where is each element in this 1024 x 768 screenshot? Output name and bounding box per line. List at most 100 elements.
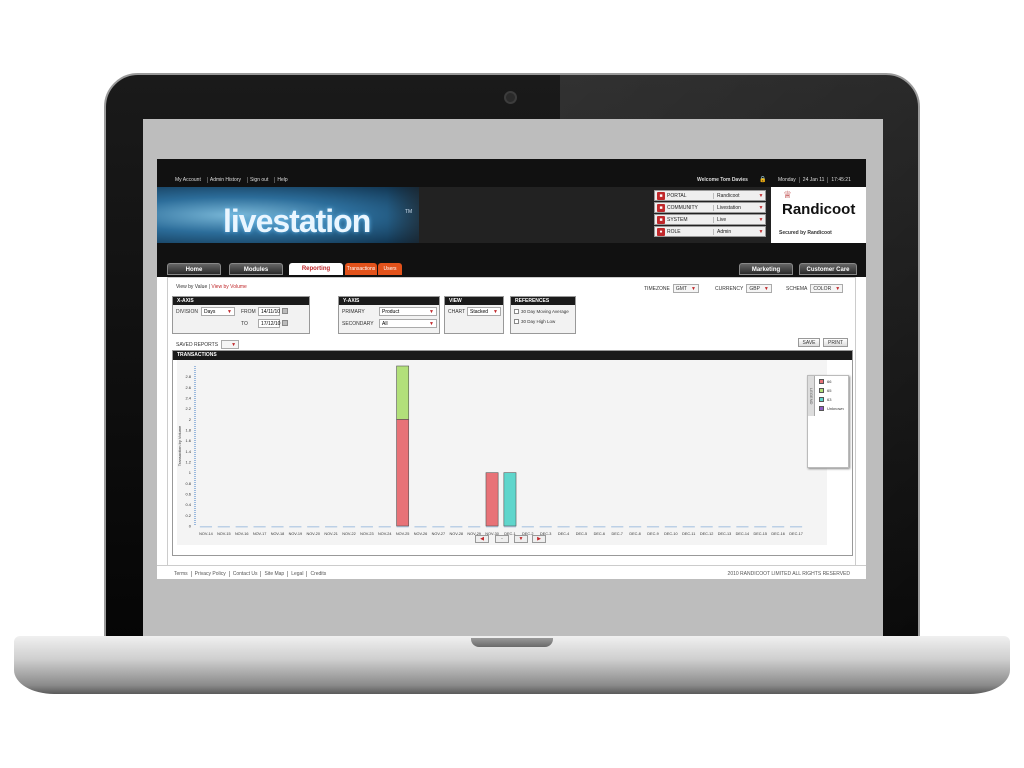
x-tick-label: NOV-22 — [342, 532, 356, 536]
community-select[interactable]: ■ COMMUNITY Livestation ▼ — [654, 202, 766, 213]
moving-average-checkbox[interactable] — [514, 309, 519, 314]
tab-reporting[interactable]: Reporting — [289, 263, 343, 275]
division-select[interactable]: Days ▼ — [201, 307, 235, 316]
tab-marketing[interactable]: Marketing — [739, 263, 793, 275]
x-tick-label: NOV-28 — [450, 532, 464, 536]
currency-option: CURRENCY GBP ▼ — [715, 284, 772, 293]
subtab-transactions[interactable]: Transactions — [345, 263, 377, 275]
last-page-button[interactable]: ▶ — [532, 535, 546, 543]
to-label: TO — [241, 321, 248, 327]
legend-tab[interactable]: LEGEND — [808, 376, 815, 416]
currency-value: GBP — [749, 285, 760, 292]
saved-reports: SAVED REPORTS ▼ — [176, 340, 240, 349]
currency-label: CURRENCY — [715, 285, 744, 292]
from-label: FROM — [241, 309, 256, 315]
sitemap-link[interactable]: Site Map — [260, 571, 284, 577]
saved-reports-label: SAVED REPORTS — [176, 341, 219, 348]
chevron-down-icon: ▼ — [763, 285, 769, 292]
y-axis-label: Transaction by Volume — [177, 425, 182, 466]
primary-select[interactable]: Product ▼ — [379, 307, 437, 316]
baseline-mark — [539, 526, 552, 528]
logo-globe-image — [157, 187, 419, 243]
baseline-mark — [289, 526, 302, 528]
baseline-mark — [360, 526, 373, 528]
x-tick-label: NOV-26 — [414, 532, 428, 536]
prev-page-button[interactable]: - — [495, 535, 509, 543]
secondary-value: All — [382, 321, 388, 327]
timezone-value: GMT — [675, 285, 687, 292]
legend-swatch — [819, 388, 824, 393]
chart-type-select[interactable]: Stacked ▼ — [467, 307, 501, 316]
baseline-mark — [414, 526, 427, 528]
legend-swatch — [819, 379, 824, 384]
next-page-button[interactable]: ▼ — [514, 535, 528, 543]
system-select[interactable]: ■ SYSTEM Live ▼ — [654, 214, 766, 225]
laptop-notch — [471, 638, 553, 647]
save-button[interactable]: SAVE — [798, 338, 820, 347]
from-date-input[interactable]: 14/11/10 — [258, 307, 280, 316]
help-link[interactable]: Help — [274, 177, 289, 183]
x-tick-label: DEC-12 — [700, 532, 714, 536]
y-tick-label: 0 — [189, 524, 192, 529]
chevron-down-icon: ▼ — [493, 309, 498, 315]
chevron-down-icon: ▼ — [758, 228, 764, 235]
footer-links: Terms Privacy Policy Contact Us Site Map… — [171, 571, 326, 577]
baseline-mark — [503, 526, 517, 528]
x-tick-label: NOV-24 — [378, 532, 392, 536]
x-tick-label: NOV-29 — [467, 532, 481, 536]
schema-select[interactable]: COLOR ▼ — [810, 284, 844, 293]
transactions-chart: TRANSACTIONS 0 0.2 0.4 0.6 0.8 1 1.2 1.4 1.6 1.8 2… — [172, 350, 853, 556]
date-text: 24 Jan 11 — [798, 177, 824, 183]
x-tick-label: NOV-17 — [253, 532, 267, 536]
baseline-mark — [611, 526, 624, 528]
baseline-mark — [271, 526, 284, 528]
subtab-users[interactable]: Users — [378, 263, 402, 275]
calendar-icon[interactable] — [282, 320, 288, 326]
portal-select[interactable]: ■ PORTAL Randicoot ▼ — [654, 190, 766, 201]
tab-modules[interactable]: Modules — [229, 263, 283, 275]
role-select[interactable]: ● ROLE Admin ▼ — [654, 226, 766, 237]
logo-tm: TM — [405, 209, 413, 215]
baseline-mark — [629, 526, 642, 528]
role-label: ROLE — [667, 228, 681, 235]
high-low-checkbox[interactable] — [514, 319, 519, 324]
y-tick-label: 0.6 — [185, 492, 191, 497]
moving-average-label: 30 Day Moving Average — [521, 309, 569, 314]
terms-link[interactable]: Terms — [174, 571, 188, 577]
view-by-value-link[interactable]: View by Value — [176, 284, 208, 290]
contact-link[interactable]: Contact Us — [228, 571, 257, 577]
x-tick-label: DEC-3 — [540, 532, 551, 536]
first-page-button[interactable]: ◀ — [475, 535, 489, 543]
x-tick-label: NOV-14 — [199, 532, 213, 536]
sign-out-link[interactable]: Sign out — [246, 177, 270, 183]
y-tick-label: 2.8 — [185, 374, 191, 379]
credits-link[interactable]: Credits — [306, 571, 326, 577]
schema-option: SCHEMA COLOR ▼ — [786, 284, 844, 293]
x-tick-label: DEC-16 — [771, 532, 785, 536]
calendar-icon[interactable] — [282, 308, 288, 314]
privacy-link[interactable]: Privacy Policy — [190, 571, 226, 577]
legal-link[interactable]: Legal — [287, 571, 303, 577]
x-tick-label: DEC-6 — [594, 532, 605, 536]
print-button[interactable]: PRINT — [823, 338, 848, 347]
tab-home[interactable]: Home — [167, 263, 221, 275]
y-tick-label: 2.6 — [185, 385, 191, 390]
baseline-mark — [468, 526, 481, 528]
timezone-select[interactable]: GMT ▼ — [672, 284, 699, 293]
secondary-select[interactable]: All ▼ — [379, 319, 437, 328]
secured-by-text: Secured by Randicoot — [779, 230, 832, 236]
chevron-down-icon: ▼ — [231, 341, 237, 348]
saved-reports-select[interactable]: ▼ — [221, 340, 240, 349]
my-account-link[interactable]: My Account — [175, 177, 201, 183]
tab-customer-care[interactable]: Customer Care — [799, 263, 857, 275]
role-icon: ● — [657, 227, 665, 236]
legend-swatch — [819, 397, 824, 402]
currency-select[interactable]: GBP ▼ — [746, 284, 772, 293]
admin-history-link[interactable]: Admin History — [206, 177, 243, 183]
view-by-volume-link[interactable]: View by Volume — [211, 284, 247, 290]
community-icon: ■ — [657, 203, 665, 212]
chevron-down-icon: ▼ — [758, 216, 764, 223]
to-date-input[interactable]: 17/12/10 — [258, 319, 280, 328]
x-tick-label: NOV-27 — [432, 532, 446, 536]
